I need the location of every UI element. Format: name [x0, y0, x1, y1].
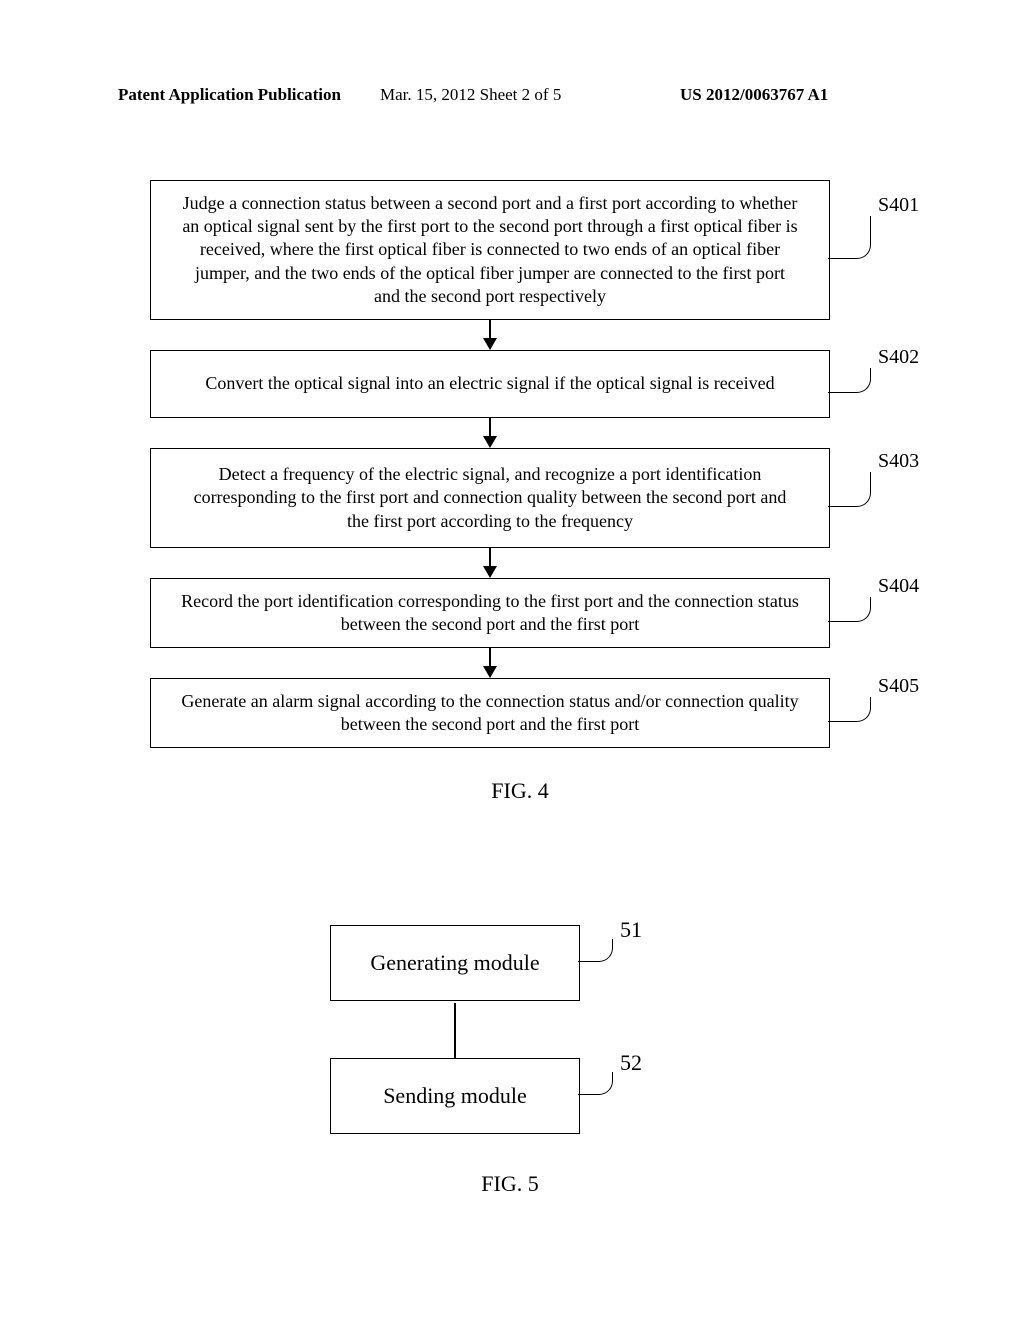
- step-label: S402: [878, 346, 919, 369]
- module-label: 52: [620, 1050, 642, 1076]
- figure-4-caption: FIG. 4: [60, 778, 980, 804]
- arrow-head-icon: [483, 338, 497, 350]
- label-connector: [828, 597, 871, 622]
- step-label: S401: [878, 194, 919, 217]
- header-mid: Mar. 15, 2012 Sheet 2 of 5: [380, 85, 561, 105]
- label-connector: [828, 697, 871, 722]
- module-label: 51: [620, 917, 642, 943]
- flow-step: Detect a frequency of the electric signa…: [150, 448, 830, 548]
- figure-5-caption: FIG. 5: [310, 1171, 710, 1197]
- step-label: S404: [878, 575, 919, 598]
- flow-step: Judge a connection status between a seco…: [150, 180, 830, 320]
- header-right: US 2012/0063767 A1: [680, 85, 828, 105]
- page-header: Patent Application Publication Mar. 15, …: [0, 85, 1024, 109]
- step-label: S403: [878, 450, 919, 473]
- flow-step: Record the port identification correspon…: [150, 578, 830, 648]
- module-box: Generating module: [330, 925, 580, 1001]
- flow-step: Generate an alarm signal according to th…: [150, 678, 830, 748]
- arrow-head-icon: [483, 436, 497, 448]
- label-connector: [828, 472, 871, 507]
- module-connector: [454, 1003, 456, 1058]
- step-label: S405: [878, 675, 919, 698]
- header-left: Patent Application Publication: [118, 85, 341, 105]
- flow-arrow: [489, 548, 491, 568]
- flow-step: Convert the optical signal into an elect…: [150, 350, 830, 418]
- flow-arrow: [489, 320, 491, 340]
- flow-arrow: [489, 418, 491, 438]
- module-box: Sending module: [330, 1058, 580, 1134]
- label-connector: [828, 216, 871, 259]
- flow-arrow: [489, 648, 491, 668]
- label-connector: [828, 368, 871, 393]
- label-connector: [578, 939, 613, 962]
- arrow-head-icon: [483, 566, 497, 578]
- label-connector: [578, 1072, 613, 1095]
- arrow-head-icon: [483, 666, 497, 678]
